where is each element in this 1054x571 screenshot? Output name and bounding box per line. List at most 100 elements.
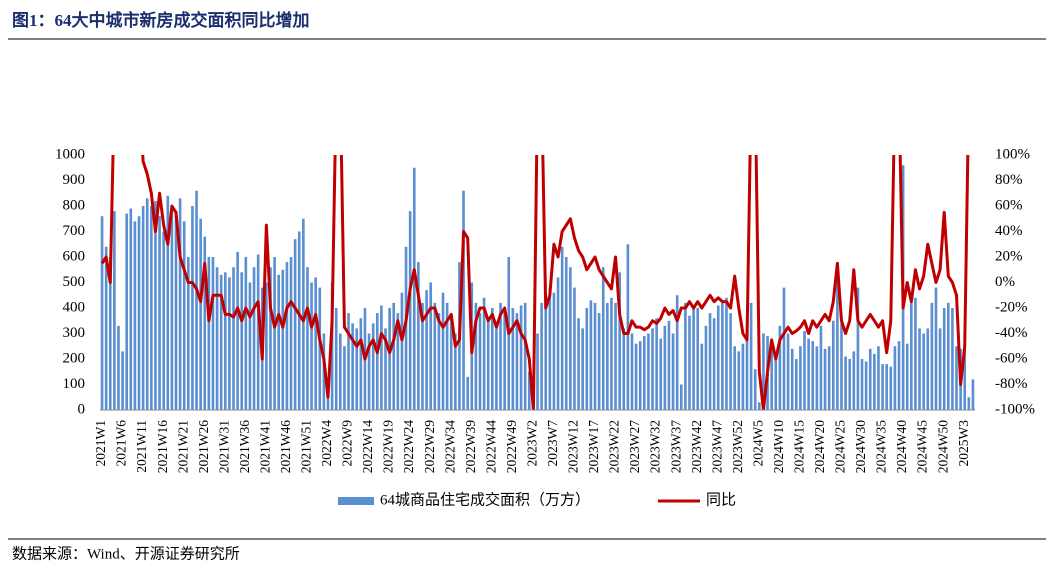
x-tick-label: 2021W51 — [299, 420, 314, 473]
bar — [667, 320, 671, 410]
bar — [425, 290, 428, 410]
x-tick-label: 2024W15 — [792, 420, 807, 473]
x-tick-label: 2022W4 — [319, 420, 334, 467]
bar — [934, 287, 938, 410]
bar — [741, 343, 745, 410]
bar — [334, 308, 338, 410]
bar — [191, 206, 194, 410]
bar — [614, 302, 617, 410]
x-tick-label: 2021W16 — [155, 420, 170, 473]
y-tick-label: 600 — [63, 248, 86, 264]
bar — [889, 366, 893, 410]
bar — [408, 211, 412, 410]
bar — [581, 328, 585, 410]
x-tick-label: 2024W5 — [750, 420, 765, 467]
y-tick-label: 800 — [63, 197, 86, 213]
x-tick-label: 2021W11 — [134, 420, 149, 473]
x-tick-label: 2021W31 — [216, 420, 231, 473]
x-tick-label: 2024W45 — [915, 420, 930, 473]
bar — [926, 328, 930, 410]
bar — [121, 351, 124, 410]
bar — [404, 246, 408, 410]
x-tick-label: 2023W37 — [668, 420, 683, 473]
bar — [955, 346, 958, 410]
x-tick-label: 2022W49 — [504, 420, 519, 473]
legend-swatch — [338, 497, 374, 505]
bar — [125, 213, 129, 410]
bar — [630, 333, 634, 410]
bar — [758, 402, 761, 410]
bar — [688, 315, 691, 410]
bar — [967, 397, 971, 410]
y2-tick-label: -60% — [995, 350, 1028, 366]
y2-tick-label: -80% — [995, 376, 1028, 392]
bar — [963, 346, 967, 410]
bar — [560, 246, 564, 410]
bar — [441, 292, 445, 410]
bar — [174, 211, 178, 410]
bar — [782, 287, 786, 410]
bar — [737, 351, 741, 410]
bar — [848, 359, 852, 410]
bar — [910, 295, 913, 410]
bar — [721, 302, 724, 410]
bar — [289, 257, 293, 410]
bar — [548, 287, 552, 410]
bar — [753, 369, 757, 410]
x-tick-label: 2021W46 — [278, 420, 293, 473]
bar — [803, 330, 806, 410]
bar — [219, 274, 223, 410]
legend-label: 64城商品住宅成交面积（万方） — [380, 490, 590, 508]
y2-tick-label: 20% — [995, 248, 1023, 264]
bar — [495, 325, 498, 410]
bar — [840, 323, 843, 410]
y2-tick-label: -20% — [995, 299, 1028, 315]
bar — [610, 297, 613, 410]
bar — [577, 318, 580, 410]
x-tick-label: 2023W52 — [730, 420, 745, 473]
x-tick-label: 2023W17 — [586, 420, 601, 473]
bar — [807, 338, 810, 410]
bar — [745, 325, 749, 410]
bar — [905, 343, 909, 410]
bar — [799, 346, 802, 410]
bar — [207, 257, 211, 410]
x-tick-label: 2022W14 — [360, 420, 375, 473]
bar — [170, 206, 174, 410]
x-tick-label: 2022W34 — [442, 420, 457, 473]
plot-area — [100, 155, 975, 410]
bar — [700, 343, 704, 410]
x-tick-label: 2023W2 — [524, 420, 539, 467]
bar — [527, 371, 531, 410]
x-tick-label: 2022W19 — [381, 420, 396, 473]
bar — [651, 328, 654, 410]
bar — [265, 282, 268, 410]
bar — [482, 297, 486, 410]
bar — [642, 336, 646, 410]
bar — [306, 267, 309, 410]
bar — [540, 302, 543, 410]
bar — [877, 346, 880, 410]
bar — [663, 325, 667, 410]
bar — [310, 282, 313, 410]
bar — [626, 244, 630, 410]
bar — [893, 346, 897, 410]
bar — [536, 333, 539, 410]
bar — [359, 318, 363, 410]
bar — [302, 218, 305, 410]
bar — [195, 190, 198, 410]
bar — [774, 359, 778, 410]
bar — [827, 346, 831, 410]
x-tick-label: 2022W44 — [483, 420, 498, 473]
bar — [675, 295, 679, 410]
bar — [556, 277, 560, 410]
bar — [519, 305, 523, 410]
bar — [684, 302, 687, 410]
bar — [589, 300, 593, 410]
bar — [790, 348, 794, 410]
bar — [145, 198, 149, 410]
bar — [486, 318, 490, 410]
x-tick-label: 2024W50 — [935, 420, 950, 473]
bar — [868, 348, 872, 410]
